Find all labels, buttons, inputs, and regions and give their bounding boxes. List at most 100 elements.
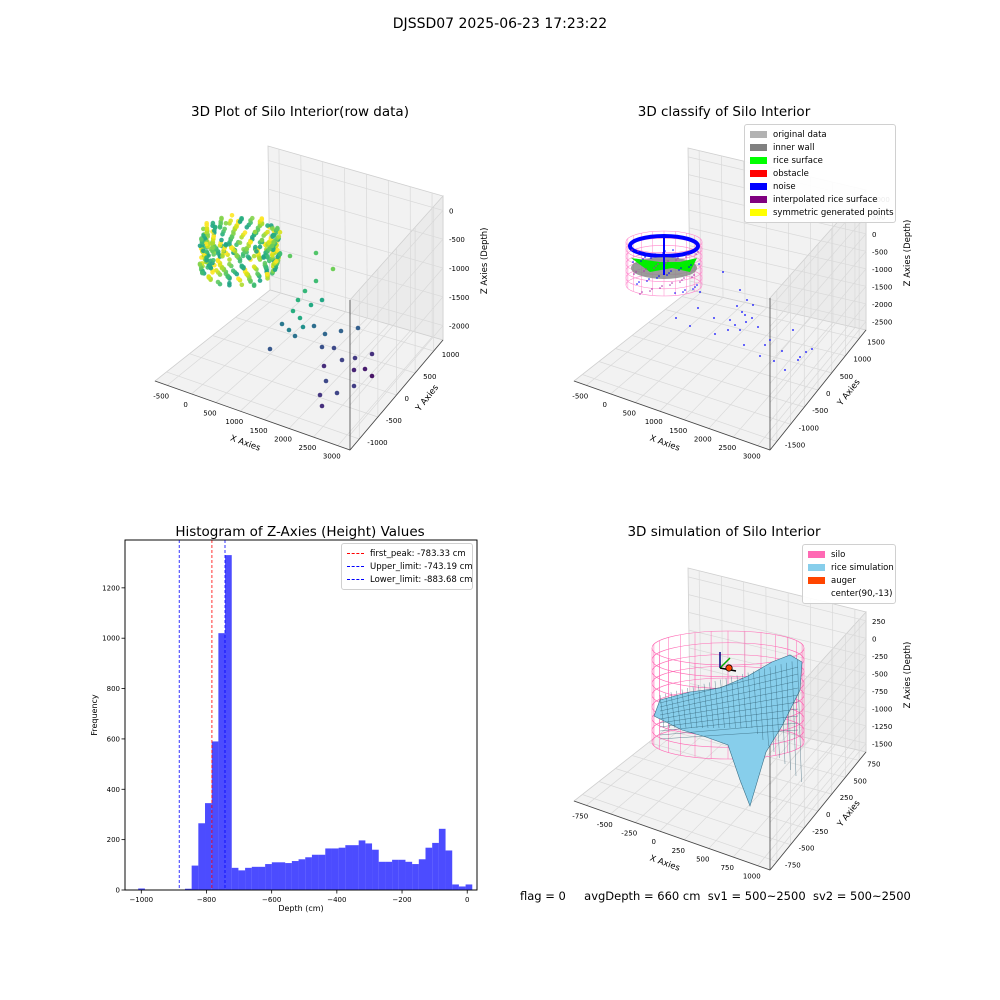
status-line: flag = 0 avgDepth = 660 cm sv1 = 500~250… (520, 889, 911, 903)
x-tick-label: 750 (721, 864, 734, 872)
classified-point (648, 278, 650, 280)
grid-line (582, 794, 777, 862)
raw-point (244, 272, 249, 277)
x-tick-label: 500 (696, 855, 709, 863)
legend-item: interpolated rice surface (750, 193, 890, 206)
raw-point (210, 220, 216, 226)
grid-line (615, 768, 805, 829)
legend-item: obstacle (750, 167, 890, 180)
raw-point (245, 254, 251, 259)
noise-point (699, 291, 701, 293)
raw-point (234, 253, 240, 259)
classified-point (670, 270, 672, 272)
sv1-text: sv1 = 500~2500 (707, 889, 806, 903)
z-tick-label: -2500 (872, 318, 892, 326)
surface-mesh-line (687, 687, 692, 729)
legend-label: symmetric generated points (773, 207, 894, 218)
noise-point (727, 329, 729, 331)
noise-point (734, 324, 736, 326)
histogram-bar (392, 859, 399, 890)
raw-point (252, 229, 258, 235)
raw-point (279, 321, 285, 327)
classified-point (680, 267, 682, 269)
classified-point (684, 289, 686, 291)
legend-line (347, 553, 364, 554)
grid-line (268, 160, 444, 316)
y-tick-label: 1200 (102, 584, 120, 592)
z-tick-label: 0 (872, 231, 876, 239)
x-tick-label: 2500 (299, 444, 317, 452)
raw-point (322, 331, 328, 337)
x-tick-label: -500 (153, 392, 169, 400)
legend-line (347, 579, 364, 580)
z-tick-label: -500 (449, 236, 465, 244)
classified-point (640, 260, 642, 262)
surface-mesh-line (725, 678, 731, 729)
noise-point (805, 351, 807, 353)
surface-mesh-line (753, 671, 758, 735)
histogram-bar (378, 861, 386, 890)
raw-point (355, 325, 361, 331)
raw-point (267, 246, 272, 252)
raw-point (234, 224, 239, 229)
legend-swatch (808, 590, 825, 597)
raw-point (248, 240, 253, 245)
y-tick-label: 600 (107, 735, 120, 743)
x-tick-label: 1000 (225, 418, 243, 426)
raw-point (351, 383, 357, 389)
histogram-bar (305, 857, 312, 890)
raw-point (223, 243, 229, 248)
classified-point (646, 280, 648, 282)
histogram-bar (338, 847, 346, 890)
grid-line (688, 629, 867, 785)
surface-mesh-line (659, 701, 799, 724)
panel-histogram: −1000 −800 −600 −400 −200 0 0 200 400 600 800 1000 1… (90, 539, 478, 913)
z-tick-label: -1000 (872, 705, 892, 713)
y-tick-label: -1000 (367, 439, 387, 447)
classified-point (653, 267, 655, 269)
grid-line (268, 188, 444, 346)
histogram-bar (331, 848, 339, 890)
y-tick-label: -1000 (799, 424, 819, 432)
histogram-bar (425, 847, 433, 890)
noise-point (675, 317, 677, 319)
raw-point (237, 240, 243, 245)
grid-line (743, 161, 746, 303)
surface-mesh-line (659, 715, 799, 732)
z-tick-label: -500 (872, 670, 888, 678)
noise-point (797, 359, 799, 361)
raw-point (211, 258, 216, 263)
surface-mesh-line (786, 662, 791, 771)
raw-point (200, 270, 205, 276)
y-axis-title: Frequency (90, 694, 99, 736)
raw-point (292, 333, 298, 339)
raw-point (204, 221, 209, 226)
histogram-bar (265, 864, 272, 890)
raw-point (227, 257, 232, 262)
classified-point (652, 255, 654, 257)
raw-point (219, 265, 225, 271)
z-axis-title: Z Axies (Depth) (903, 220, 913, 287)
raw-point (211, 234, 216, 239)
y-axis-title: Y Axies (835, 798, 863, 830)
histogram-bar (318, 854, 326, 890)
raw-point (262, 260, 268, 266)
raw-point (225, 274, 230, 280)
classified-point (636, 283, 638, 285)
y-tick-label: -500 (812, 407, 828, 415)
simulation-legend: silo rice simulation auger center(90,-13) (802, 544, 896, 604)
noise-point (792, 329, 794, 331)
raw-point (214, 268, 219, 273)
raw-point (300, 324, 306, 330)
classified-point (657, 263, 659, 265)
x-axis-title: X Axies (229, 434, 262, 454)
x-tick-label: -250 (621, 830, 637, 838)
raw-point (265, 253, 270, 259)
z-tick-label: -1000 (449, 265, 469, 273)
x-axis-line (154, 380, 351, 451)
noise-point (752, 304, 754, 306)
raw-point (253, 244, 258, 250)
noise-point (781, 350, 783, 352)
legend-swatch (808, 564, 825, 571)
raw-point (251, 253, 257, 259)
